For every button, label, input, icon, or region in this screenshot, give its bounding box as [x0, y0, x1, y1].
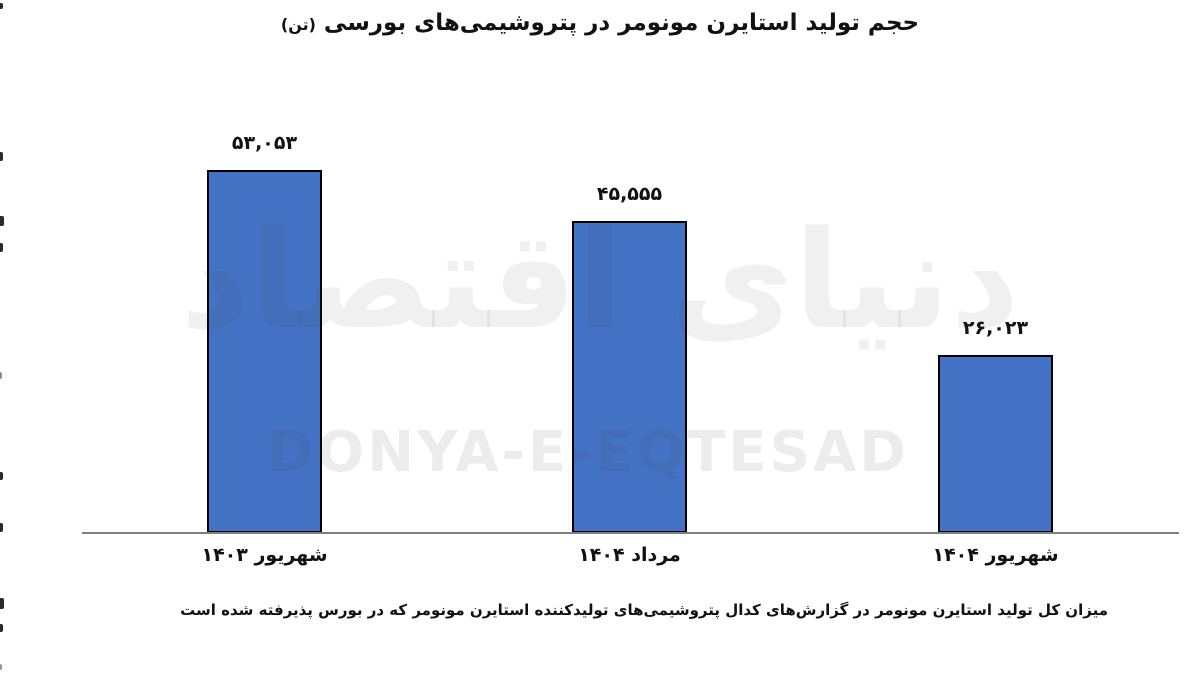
edge-artifact	[0, 598, 4, 609]
edge-artifact	[0, 372, 2, 379]
chart-title-text: حجم تولید استایرن مونومر در پتروشیمی‌های…	[323, 10, 920, 36]
x-axis-category-label-0: شهریور ۱۴۰۳	[201, 544, 328, 566]
edge-artifact	[0, 624, 3, 632]
bar-1	[572, 221, 687, 533]
bar-2	[938, 355, 1053, 533]
x-axis-category-label-1: مرداد ۱۴۰۴	[578, 544, 681, 566]
edge-artifact	[0, 523, 3, 532]
x-axis-line	[82, 532, 1179, 534]
bar-0	[207, 170, 322, 533]
bar-value-label-0: ۵۳,۰۵۳	[231, 132, 298, 154]
chart-title-unit: (تن)	[280, 15, 316, 34]
edge-artifact	[0, 243, 3, 252]
x-axis-category-label-2: شهریور ۱۴۰۴	[932, 544, 1059, 566]
edge-artifact	[0, 152, 3, 161]
footnote-caption: میزان کل تولید استایرن مونومر در گزارش‌ه…	[180, 601, 1108, 619]
edge-artifact	[0, 3, 3, 9]
bar-value-label-2: ۲۶,۰۲۳	[962, 317, 1029, 339]
edge-artifact	[0, 664, 2, 670]
edge-artifact	[0, 216, 4, 226]
bar-value-label-1: ۴۵,۵۵۵	[596, 183, 663, 205]
chart-title: حجم تولید استایرن مونومر در پتروشیمی‌های…	[0, 10, 1200, 36]
edge-artifact	[0, 472, 3, 480]
